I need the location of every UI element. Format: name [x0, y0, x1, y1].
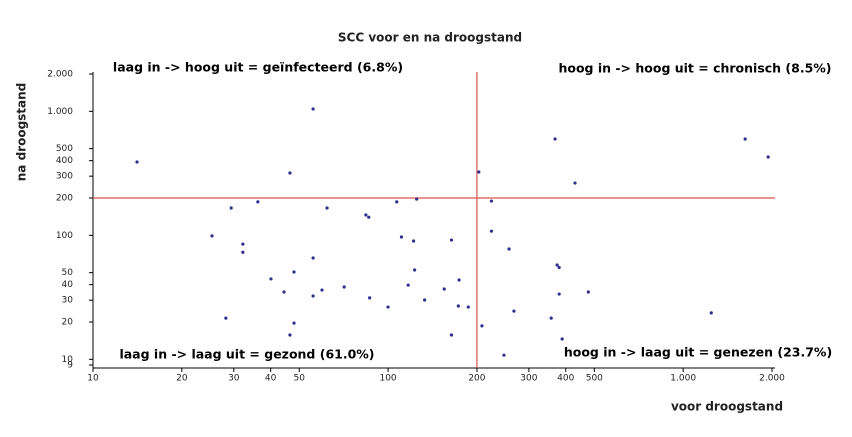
point — [311, 256, 315, 260]
y-tick-label: 100 — [56, 231, 73, 241]
y-tick-label: 1.000 — [47, 107, 73, 117]
point — [489, 229, 494, 233]
point — [311, 107, 315, 111]
point — [364, 213, 368, 217]
y-tick-label: 20 — [62, 317, 74, 327]
point — [766, 155, 770, 159]
point — [502, 353, 506, 357]
annotation: hoog in -> laag uit = genezen (23.7%) — [564, 345, 832, 360]
point — [292, 321, 296, 325]
x-axis-label: voor droogstand — [671, 400, 783, 414]
point — [368, 296, 372, 300]
point — [512, 309, 516, 313]
x-tick-label: 200 — [468, 374, 485, 384]
point — [325, 206, 329, 210]
point — [210, 234, 214, 238]
point — [549, 316, 553, 320]
point — [135, 160, 139, 164]
point — [480, 324, 484, 328]
point — [743, 137, 747, 141]
point — [489, 199, 494, 203]
point — [477, 170, 481, 174]
point — [386, 305, 390, 309]
point — [241, 250, 245, 254]
point — [457, 278, 461, 282]
point — [423, 298, 427, 302]
point — [406, 283, 410, 287]
chart-title: SCC voor en na droogstand — [338, 31, 522, 45]
x-tick-label: 40 — [265, 374, 277, 384]
point — [282, 290, 286, 294]
annotation: laag in -> hoog uit = geïnfecteerd (6.8%… — [113, 60, 403, 75]
point — [507, 247, 511, 251]
x-tick-label: 50 — [294, 374, 306, 384]
point — [288, 171, 292, 175]
y-tick-label: 400 — [56, 156, 73, 166]
y-tick-label: 40 — [62, 280, 74, 290]
y-tick-label: 50 — [62, 268, 74, 278]
x-tick-label: 500 — [586, 374, 603, 384]
point — [449, 333, 454, 337]
x-tick-label: 1.000 — [670, 374, 696, 384]
point — [342, 285, 346, 289]
y-tick-label: 200 — [56, 193, 73, 203]
y-tick-label: 10 — [62, 355, 74, 365]
point — [560, 337, 564, 341]
x-tick-label: 10 — [87, 374, 99, 384]
point — [442, 287, 446, 291]
y-tick-label: 9 — [67, 361, 73, 371]
y-axis-label: na droogstand — [15, 83, 29, 182]
point — [224, 316, 228, 320]
point — [269, 277, 273, 281]
x-tick-label: 2.000 — [759, 374, 785, 384]
y-tick-label: 500 — [56, 144, 73, 154]
point — [229, 206, 233, 210]
point — [241, 242, 245, 246]
x-tick-label: 100 — [379, 374, 396, 384]
point — [411, 239, 416, 243]
y-tick-label: 2.000 — [47, 70, 73, 80]
x-tick-label: 20 — [176, 374, 188, 384]
x-tick-label: 400 — [557, 374, 574, 384]
annotation: hoog in -> hoog uit = chronisch (8.5%) — [558, 61, 831, 76]
annotation: laag in -> laag uit = gezond (61.0%) — [119, 347, 374, 362]
point — [586, 290, 590, 294]
y-tick-label: 30 — [62, 296, 74, 306]
point — [415, 197, 419, 201]
point — [557, 292, 561, 296]
point — [311, 294, 315, 298]
point — [449, 238, 454, 242]
point — [292, 270, 296, 274]
point — [709, 311, 713, 315]
point — [466, 305, 470, 309]
point — [573, 181, 577, 185]
point — [288, 333, 292, 337]
point — [557, 265, 561, 270]
x-tick-label: 300 — [520, 374, 537, 384]
point — [553, 137, 557, 141]
point — [367, 215, 371, 219]
point — [456, 304, 460, 308]
point — [256, 200, 260, 204]
point — [399, 235, 404, 239]
point — [413, 268, 417, 272]
x-tick-label: 30 — [228, 374, 240, 384]
y-tick-label: 300 — [56, 172, 73, 182]
point — [395, 200, 399, 204]
point — [320, 288, 324, 292]
point — [555, 263, 559, 267]
